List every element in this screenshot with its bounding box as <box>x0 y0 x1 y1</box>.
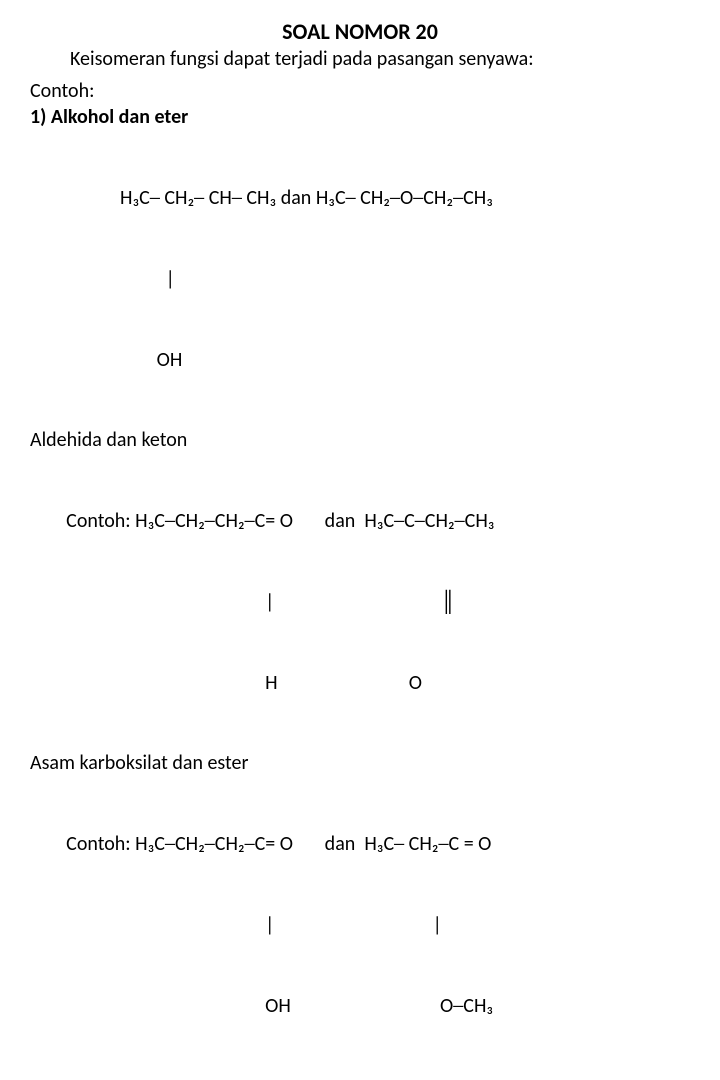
subtitle: Keisomeran fungsi dapat terjadi pada pas… <box>70 47 690 71</box>
item1-heading: 1) Alkohol dan eter <box>30 105 690 129</box>
pair3-line3-left: OH <box>30 993 291 1020</box>
pair2-line2-right: ║ <box>274 589 455 616</box>
pair2-left-line1: H₃C─CH₂─CH₂─C= O <box>135 508 293 535</box>
pair2-right-line1: H₃C─C─CH₂─CH₃ <box>364 508 494 535</box>
pair3-line2-left: | <box>30 912 274 939</box>
pair2-line3-right: O <box>278 670 422 697</box>
section2-label: Aldehida dan keton <box>30 428 690 452</box>
pair3-line2-right: | <box>274 912 441 939</box>
pair3-right-line1: H₃C─ CH₂─C = O <box>364 831 491 858</box>
pair1-left-pipe: | <box>30 266 690 293</box>
section3-label: Asam karboksilat dan ester <box>30 751 690 775</box>
pair1-right-line1: H₃C─ CH₂─O─CH₂─CH₃ <box>316 185 493 212</box>
pair3-line3-right: O─CH₃ <box>291 993 493 1020</box>
pair2-contoh: Contoh: <box>30 508 135 535</box>
contoh-label: Contoh: <box>30 79 690 103</box>
pair1-dan: dan <box>276 185 316 212</box>
pair3-contoh: Contoh: <box>30 831 135 858</box>
page-title: SOAL NOMOR 20 <box>30 18 690 45</box>
pair2-dan: dan <box>293 508 364 535</box>
pair1-left-line1: H₃C─ CH₂─ CH─ CH₃ <box>120 185 276 212</box>
pair2-line2-left: | <box>30 589 274 616</box>
pair2-line3-left: H <box>30 670 278 697</box>
pair1-left-oh: OH <box>30 347 690 374</box>
pair3-dan: dan <box>293 831 364 858</box>
pair3-left-line1: H₃C─CH₂─CH₂─C= O <box>135 831 293 858</box>
